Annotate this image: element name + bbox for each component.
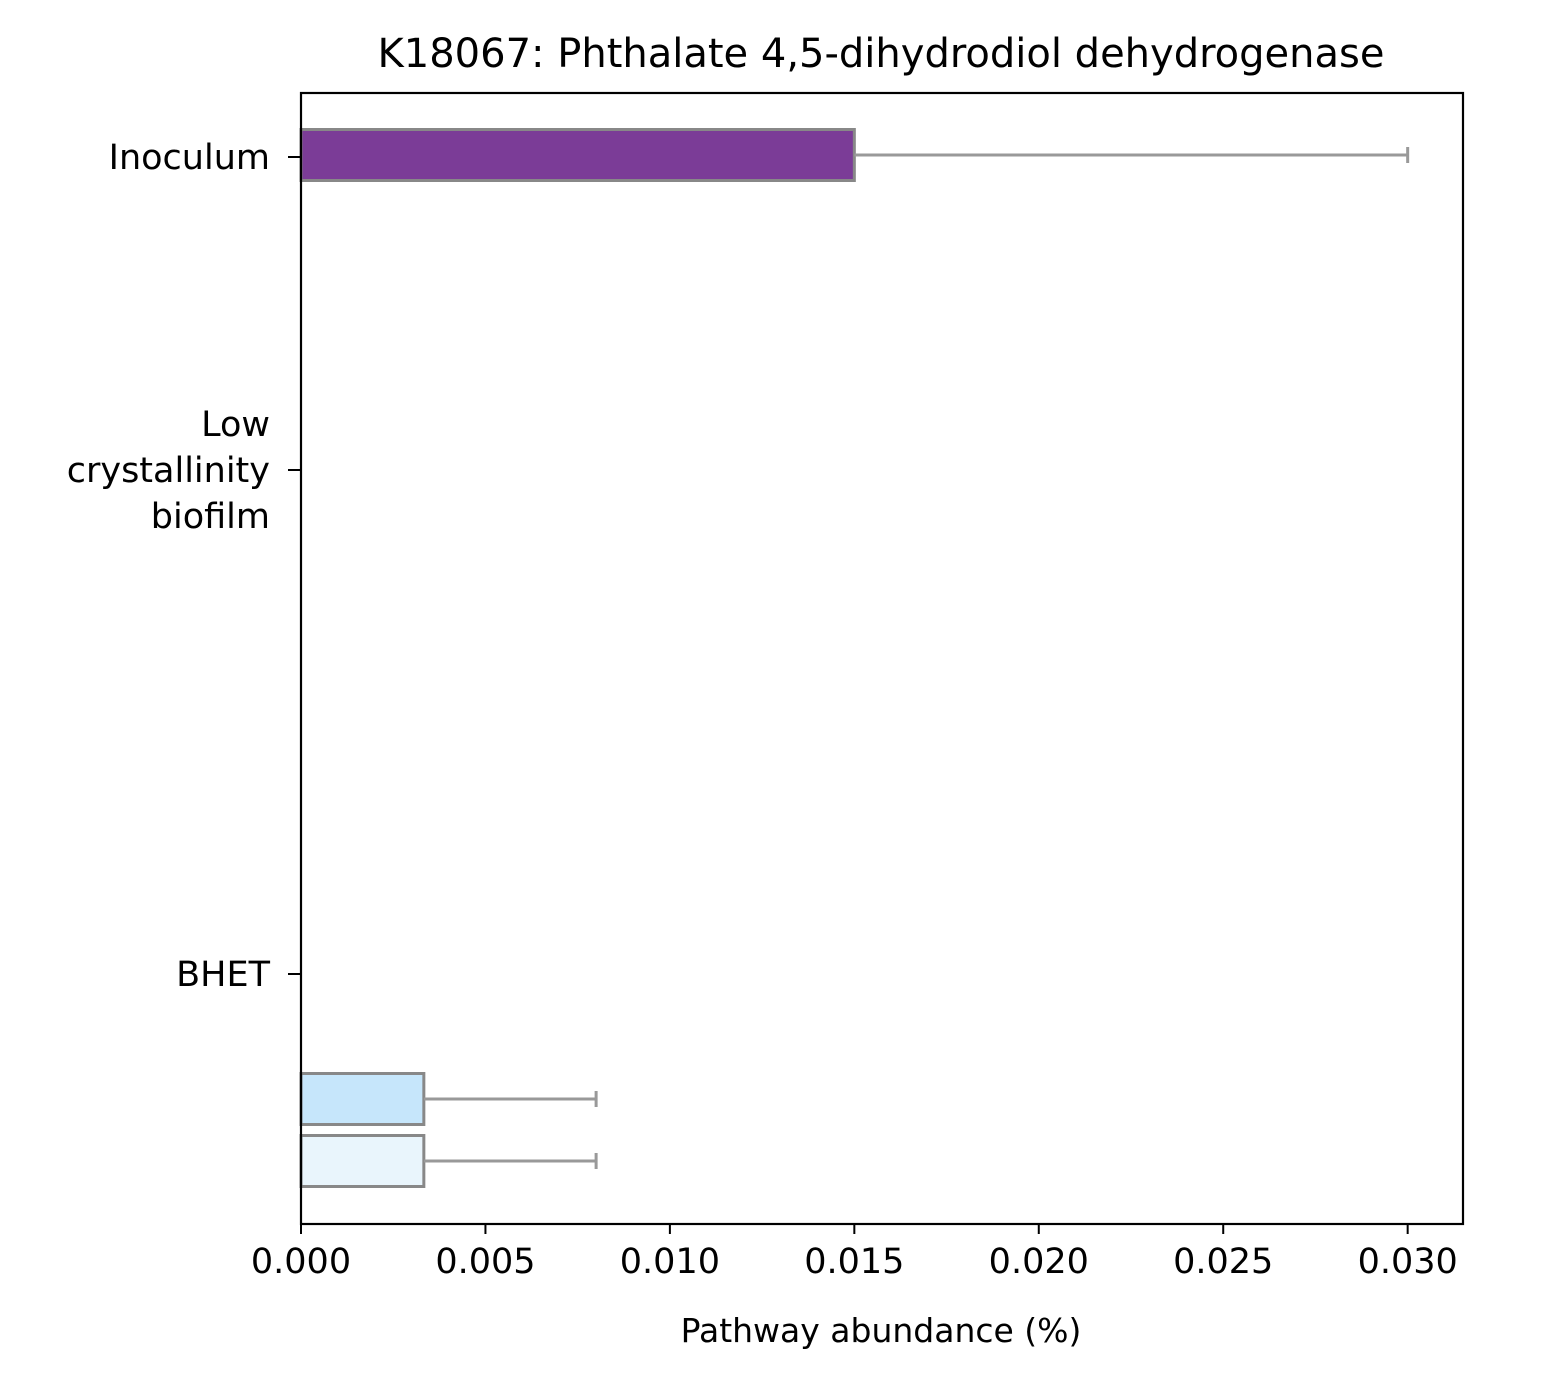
x-tick-label: 0.025 [1173, 1242, 1273, 1282]
x-tick-label: 0.020 [989, 1242, 1089, 1282]
x-tick-label: 0.005 [435, 1242, 535, 1282]
bar [299, 1134, 426, 1188]
x-axis: 0.000 0.005 0.010 0.015 0.020 0.025 0.030 [251, 1224, 1458, 1282]
x-tick-label: 0.010 [620, 1242, 720, 1282]
y-tick-label: crystallinity [67, 451, 270, 491]
bars-layer [299, 128, 856, 1188]
x-tick-label: 0.000 [251, 1242, 351, 1282]
y-tick-label: biofilm [151, 497, 270, 537]
plot-frame [299, 91, 1465, 1226]
x-tick-label: 0.015 [804, 1242, 904, 1282]
chart-title: K18067: Phthalate 4,5-dihydrodiol dehydr… [378, 31, 1385, 77]
bar [299, 1072, 426, 1126]
y-tick-label: Low [201, 405, 270, 445]
error-bars-layer [423, 147, 1410, 1169]
y-axis: Inoculum Low crystallinity biofilm BHET [67, 138, 301, 995]
x-tick-label: 0.030 [1358, 1242, 1458, 1282]
y-tick-label: BHET [176, 955, 270, 995]
x-axis-label: Pathway abundance (%) [681, 1311, 1082, 1350]
bar [299, 128, 856, 182]
y-tick-label: Inoculum [109, 138, 270, 178]
